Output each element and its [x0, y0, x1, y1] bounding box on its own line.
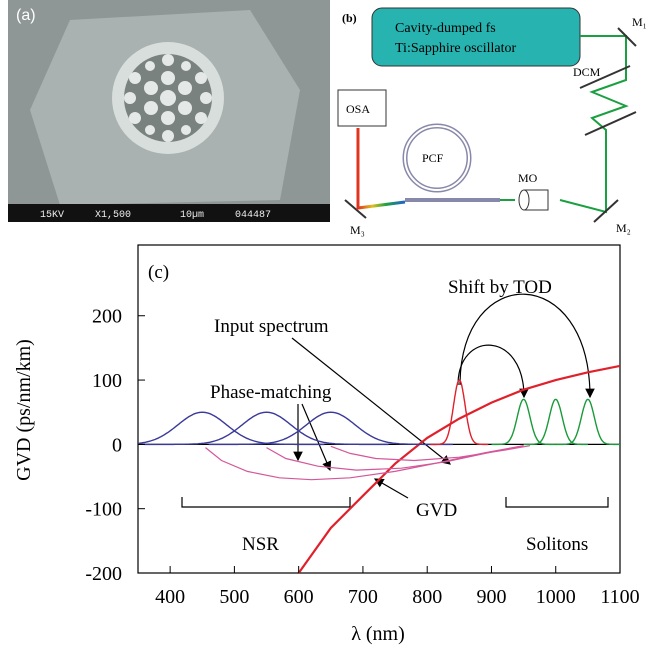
panel-label: (a) — [16, 7, 36, 24]
source-text: Cavity-dumped fs — [395, 21, 496, 36]
component-label: PCF — [422, 151, 444, 165]
spectral-peak — [430, 380, 488, 444]
x-tick-label: 600 — [284, 586, 314, 608]
spectral-peak — [209, 412, 453, 444]
x-axis-label: λ (nm) — [351, 623, 405, 645]
annotation: Solitons — [526, 534, 588, 555]
scale-text: 10µm — [180, 210, 204, 221]
annotation: NSR — [242, 534, 279, 555]
scale-text: X1,500 — [95, 210, 131, 221]
annotation: GVD — [416, 500, 457, 521]
component-label: OSA — [346, 102, 370, 116]
y-tick-label: -200 — [85, 563, 122, 585]
panel-label: (b) — [342, 11, 357, 25]
y-tick-label: -100 — [85, 499, 122, 521]
component-label: M₂ — [616, 221, 631, 235]
figure: (a) 15KV X1,500 10µm 044487 (b) Cavity-d… — [0, 0, 662, 649]
x-tick-label: 500 — [219, 586, 249, 608]
chart: (c) λ (nm) GVD (ps/nm/km) Shift by TOD I… — [13, 245, 640, 645]
source-text: Ti:Sapphire oscillator — [395, 41, 517, 56]
component-label: M₁ — [632, 15, 647, 29]
spectral-peak — [492, 399, 556, 444]
series-line — [267, 446, 524, 470]
x-tick-label: 700 — [348, 586, 378, 608]
x-tick-label: 900 — [476, 586, 506, 608]
x-tick-label: 800 — [412, 586, 442, 608]
panel-label: (c) — [148, 262, 169, 283]
panel-a: (a) 15KV X1,500 10µm 044487 — [8, 0, 330, 222]
component-label: DCM — [573, 65, 601, 79]
y-axis-label: GVD (ps/nm/km) — [13, 339, 35, 481]
spectral-peak — [556, 399, 620, 444]
annotation: Phase-matching — [210, 382, 332, 403]
spectral-peak — [524, 399, 588, 444]
panel-b: (b) Cavity-dumped fs Ti:Sapphire oscilla… — [338, 8, 647, 237]
x-tick-label: 1100 — [600, 586, 639, 608]
y-tick-label: 100 — [92, 370, 122, 392]
scale-text: 15KV — [40, 210, 64, 221]
y-tick-label: 0 — [112, 434, 122, 456]
component-label: M₃ — [350, 223, 365, 237]
annotation: Input spectrum — [214, 316, 329, 337]
spectral-peak — [144, 412, 388, 444]
scale-text: 044487 — [235, 210, 271, 221]
annotation: Shift by TOD — [448, 277, 552, 298]
series-line — [206, 446, 524, 480]
y-tick-label: 200 — [92, 306, 122, 328]
x-tick-label: 400 — [155, 586, 185, 608]
x-tick-label: 1000 — [536, 586, 576, 608]
component-label: MO — [518, 171, 538, 185]
